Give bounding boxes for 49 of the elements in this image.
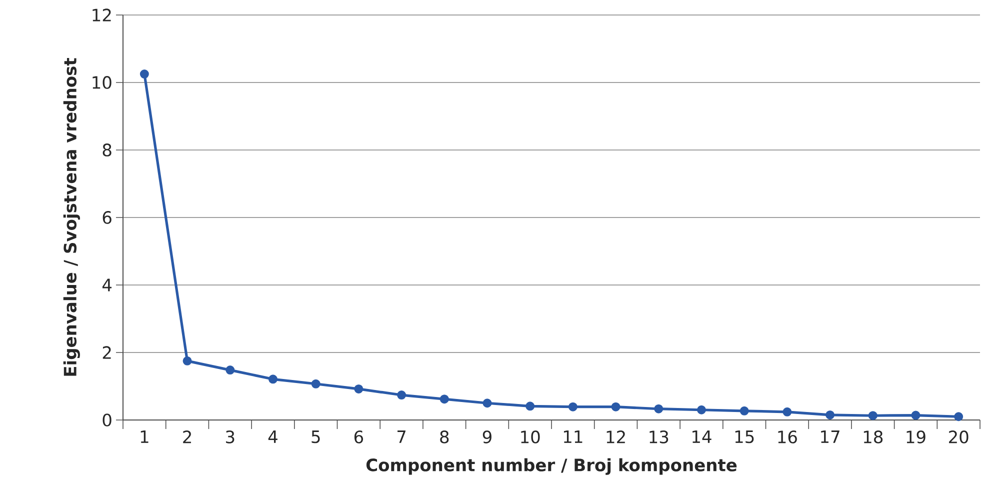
- y-tick-label: 12: [92, 8, 111, 22]
- x-tick-label: 7: [398, 430, 406, 443]
- point: [954, 412, 964, 422]
- x-tick-label: 1: [140, 430, 148, 443]
- x-tick-label: 19: [906, 430, 926, 444]
- x-tick-label: 15: [735, 430, 754, 444]
- x-axis-title: Component number / Broj komponente: [366, 458, 737, 475]
- x-tick-label: 20: [949, 430, 968, 444]
- x-tick-label: 13: [650, 430, 668, 444]
- x-tick-label: 18: [864, 430, 883, 444]
- x-tick-label: 4: [268, 430, 278, 443]
- x-tick-label: 17: [821, 430, 840, 443]
- x-tick-label: 16: [778, 430, 797, 444]
- point: [654, 404, 664, 414]
- y-tick-label: 8: [102, 144, 112, 156]
- x-tick-label: 2: [183, 430, 191, 444]
- x-tick-label: 5: [312, 430, 320, 444]
- point: [268, 374, 278, 384]
- point: [482, 398, 492, 408]
- point: [911, 410, 920, 420]
- y-tick-label: 4: [102, 278, 112, 292]
- y-tick-label: 6: [102, 211, 112, 224]
- point: [526, 402, 535, 411]
- point: [611, 402, 620, 412]
- point: [696, 405, 706, 414]
- point: [397, 390, 406, 400]
- point: [226, 366, 235, 375]
- x-tick-label: 3: [226, 430, 234, 444]
- point: [311, 379, 320, 388]
- point: [440, 394, 449, 404]
- x-tick-label: 14: [692, 430, 712, 443]
- point: [740, 406, 749, 416]
- x-tick-label: 8: [440, 430, 449, 444]
- y-tick-label: 0: [102, 414, 112, 426]
- y-tick-label: 10: [92, 76, 112, 89]
- x-tick-label: 6: [354, 430, 364, 444]
- y-tick-label: 2: [102, 346, 111, 359]
- point: [140, 70, 149, 79]
- point: [568, 402, 578, 412]
- y-axis-title: Eigenvalue / Svojstvena vrednost: [63, 58, 80, 376]
- x-tick-label: 12: [606, 430, 625, 444]
- point: [354, 384, 364, 394]
- point: [782, 407, 792, 416]
- x-tick-label: 11: [564, 430, 582, 443]
- point: [868, 411, 878, 420]
- point: [826, 410, 835, 420]
- x-tick-label: 10: [521, 430, 540, 444]
- x-tick-label: 9: [482, 430, 492, 444]
- point: [182, 356, 192, 366]
